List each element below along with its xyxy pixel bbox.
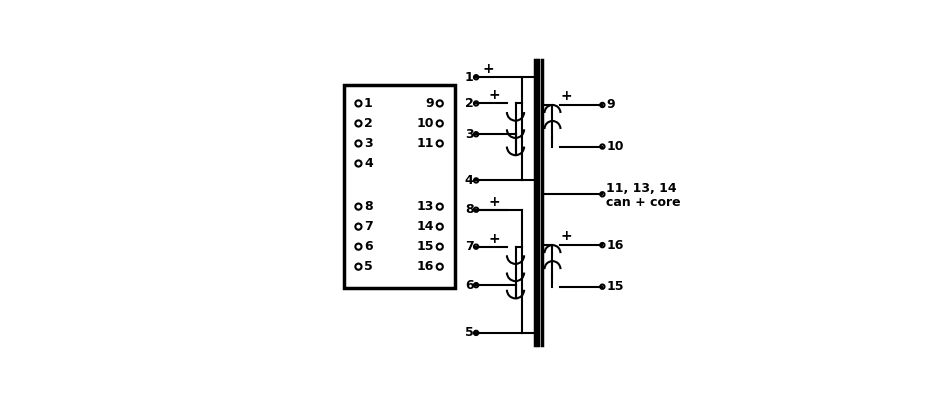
Text: +: + [561, 89, 572, 103]
Bar [344, 85, 455, 288]
Text: can + core: can + core [606, 196, 681, 210]
Text: 9: 9 [606, 98, 615, 112]
Text: +: + [561, 229, 572, 243]
Text: 16: 16 [606, 239, 623, 252]
Text: 5: 5 [364, 260, 373, 273]
Text: 16: 16 [417, 260, 435, 273]
Text: 3: 3 [364, 137, 372, 150]
Text: 14: 14 [417, 220, 435, 233]
Text: 13: 13 [417, 200, 435, 213]
Text: 15: 15 [606, 280, 623, 293]
Text: 10: 10 [606, 140, 623, 153]
Text: 1: 1 [364, 97, 373, 110]
Text: 8: 8 [465, 203, 474, 216]
Text: 3: 3 [465, 128, 474, 141]
Text: 11, 13, 14: 11, 13, 14 [606, 182, 677, 195]
Text: +: + [483, 62, 494, 76]
Text: 6: 6 [364, 240, 372, 253]
Text: 10: 10 [417, 117, 435, 130]
Text: 4: 4 [364, 157, 373, 170]
Text: 8: 8 [364, 200, 372, 213]
Text: 1: 1 [465, 71, 474, 84]
Text: 9: 9 [425, 97, 435, 110]
Text: 11: 11 [417, 137, 435, 150]
Text: 4: 4 [465, 174, 474, 187]
Text: 7: 7 [465, 240, 474, 253]
Text: 2: 2 [364, 117, 373, 130]
Text: 5: 5 [465, 326, 474, 339]
Text: 6: 6 [465, 279, 474, 292]
Text: 7: 7 [364, 220, 373, 233]
Text: +: + [489, 88, 500, 102]
Text: +: + [489, 195, 500, 209]
Text: 2: 2 [465, 97, 474, 110]
Text: +: + [489, 232, 500, 246]
Text: 15: 15 [417, 240, 435, 253]
